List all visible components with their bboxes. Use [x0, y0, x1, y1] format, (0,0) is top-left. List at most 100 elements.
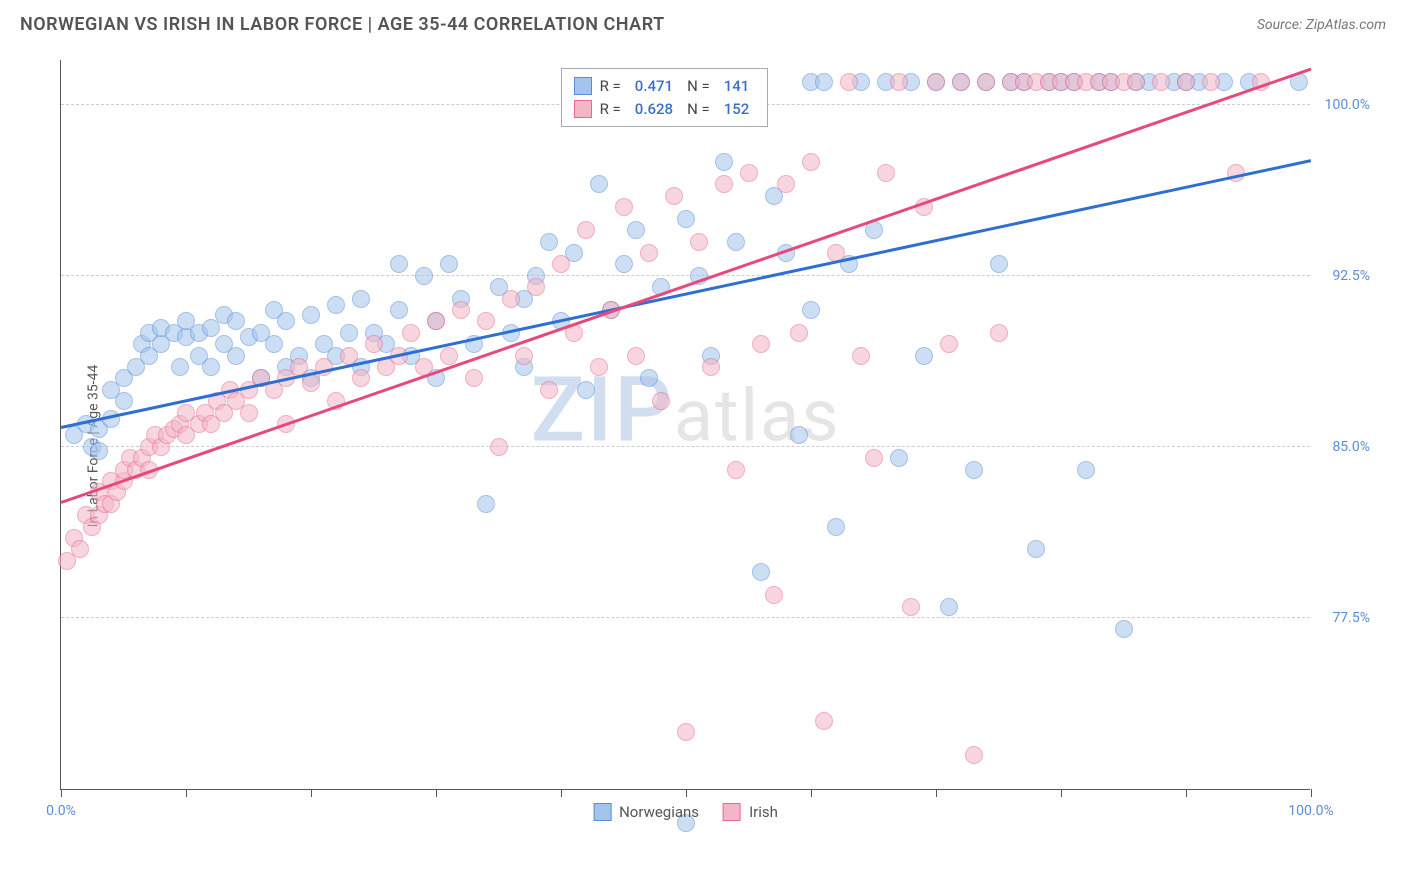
data-point: [340, 347, 358, 365]
y-tick-label: 92.5%: [1332, 268, 1370, 284]
data-point: [990, 255, 1008, 273]
data-point: [690, 233, 708, 251]
y-tick-label: 85.0%: [1332, 439, 1370, 455]
data-point: [790, 426, 808, 444]
data-point: [240, 404, 258, 422]
x-tick: [1186, 789, 1187, 797]
data-point: [715, 153, 733, 171]
data-point: [402, 324, 420, 342]
data-point: [1077, 461, 1095, 479]
data-point: [727, 233, 745, 251]
chart-header: NORWEGIAN VS IRISH IN LABOR FORCE | AGE …: [0, 0, 1406, 45]
data-point: [640, 244, 658, 262]
data-point: [590, 358, 608, 376]
data-point: [915, 347, 933, 365]
data-point: [327, 296, 345, 314]
stats-legend-row: R =0.471N =141: [574, 75, 756, 98]
y-tick-label: 100.0%: [1325, 97, 1370, 113]
data-point: [365, 335, 383, 353]
data-point: [677, 723, 695, 741]
x-tick: [1311, 789, 1312, 797]
data-point: [277, 312, 295, 330]
data-point: [815, 712, 833, 730]
trend-line: [61, 68, 1312, 504]
data-point: [90, 442, 108, 460]
x-tick-label: 100.0%: [1288, 803, 1333, 819]
data-point: [852, 347, 870, 365]
trend-line: [61, 159, 1312, 428]
data-point: [71, 540, 89, 558]
data-point: [265, 335, 283, 353]
data-point: [502, 290, 520, 308]
legend-label: Norwegians: [619, 803, 699, 821]
data-point: [890, 449, 908, 467]
x-tick: [436, 789, 437, 797]
data-point: [1027, 540, 1045, 558]
x-tick-label: 0.0%: [46, 803, 76, 819]
r-value: 0.471: [635, 75, 673, 98]
data-point: [815, 73, 833, 91]
data-point: [390, 255, 408, 273]
data-point: [477, 495, 495, 513]
stats-legend-row: R =0.628N =152: [574, 98, 756, 121]
data-point: [752, 335, 770, 353]
data-point: [352, 369, 370, 387]
x-tick: [311, 789, 312, 797]
x-tick: [936, 789, 937, 797]
data-point: [802, 301, 820, 319]
legend-swatch: [574, 77, 592, 95]
data-point: [465, 369, 483, 387]
data-point: [577, 381, 595, 399]
data-point: [877, 164, 895, 182]
legend-swatch: [574, 100, 592, 118]
r-value: 0.628: [635, 98, 673, 121]
data-point: [352, 290, 370, 308]
data-point: [715, 175, 733, 193]
data-point: [1115, 620, 1133, 638]
data-point: [415, 267, 433, 285]
data-point: [702, 358, 720, 376]
data-point: [752, 563, 770, 581]
data-point: [440, 347, 458, 365]
data-point: [940, 598, 958, 616]
legend-swatch: [593, 803, 611, 821]
data-point: [227, 347, 245, 365]
gridline-h: [61, 617, 1310, 618]
gridline-h: [61, 446, 1310, 447]
data-point: [727, 461, 745, 479]
data-point: [590, 175, 608, 193]
n-value: 141: [724, 75, 750, 98]
r-label: R =: [600, 98, 621, 121]
data-point: [390, 301, 408, 319]
data-point: [202, 319, 220, 337]
y-tick-label: 77.5%: [1332, 610, 1370, 626]
data-point: [452, 301, 470, 319]
data-point: [940, 335, 958, 353]
data-point: [840, 73, 858, 91]
data-point: [952, 73, 970, 91]
data-point: [477, 312, 495, 330]
data-point: [902, 598, 920, 616]
legend-label: Irish: [749, 803, 778, 821]
data-point: [740, 164, 758, 182]
x-tick: [61, 789, 62, 797]
data-point: [827, 518, 845, 536]
data-point: [1177, 73, 1195, 91]
data-point: [302, 306, 320, 324]
data-point: [540, 233, 558, 251]
data-point: [1127, 73, 1145, 91]
source-label: Source: ZipAtlas.com: [1257, 17, 1386, 33]
x-tick: [686, 789, 687, 797]
gridline-h: [61, 275, 1310, 276]
data-point: [427, 312, 445, 330]
data-point: [1202, 73, 1220, 91]
series-legend: Norwegians Irish: [593, 803, 778, 821]
x-tick: [1061, 789, 1062, 797]
data-point: [227, 312, 245, 330]
data-point: [490, 438, 508, 456]
data-point: [640, 369, 658, 387]
legend-item: Norwegians: [593, 803, 699, 821]
n-label: N =: [687, 75, 710, 98]
data-point: [302, 374, 320, 392]
data-point: [765, 586, 783, 604]
